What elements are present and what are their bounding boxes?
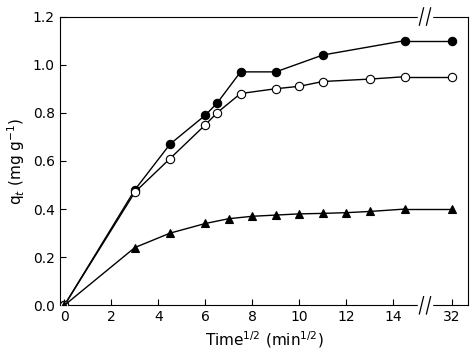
Bar (418, 5, 432, 20)
Y-axis label: q$_t$ (mg g$^{-1}$): q$_t$ (mg g$^{-1}$) (6, 117, 27, 205)
Bar (418, 303, 432, 317)
X-axis label: Time$^{1/2}$ (min$^{1/2}$): Time$^{1/2}$ (min$^{1/2}$) (205, 330, 323, 350)
